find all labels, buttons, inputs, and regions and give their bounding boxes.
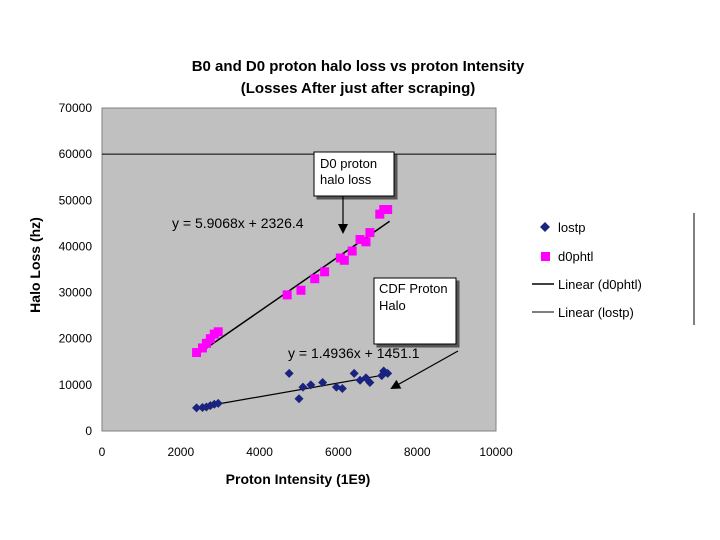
x-tick-label: 6000 xyxy=(325,445,352,459)
legend-d0phtl-label: d0phtl xyxy=(558,249,594,264)
x-axis-ticks: 0 2000 4000 6000 8000 10000 xyxy=(99,445,513,459)
d0phtl-point xyxy=(320,267,330,277)
y-tick-label: 70000 xyxy=(59,101,93,115)
d0phtl-point xyxy=(197,343,207,353)
lostp-point xyxy=(331,382,341,392)
chart-subtitle: (Losses After just after scraping) xyxy=(241,80,476,97)
x-tick-label: 4000 xyxy=(246,445,273,459)
lostp-point xyxy=(349,368,359,378)
plot-area xyxy=(101,107,497,432)
d0phtl-point xyxy=(365,228,375,238)
x-tick-label: 2000 xyxy=(167,445,194,459)
y-tick-label: 40000 xyxy=(59,239,93,253)
d0phtl-point xyxy=(361,237,371,247)
lostp-equation: y = 1.4936x + 1451.1 xyxy=(288,345,420,361)
legend-lostp-marker xyxy=(540,222,550,232)
data-points xyxy=(192,205,393,413)
legend: lostp d0phtl Linear (d0phtl) Linear (los… xyxy=(532,213,695,325)
y-tick-label: 50000 xyxy=(59,193,93,207)
x-tick-label: 8000 xyxy=(404,445,431,459)
cdf-callout: CDF Proton Halo xyxy=(373,277,459,389)
lostp-point xyxy=(318,378,328,388)
d0-callout-box xyxy=(313,151,395,197)
legend-linear-d0phtl-label: Linear (d0phtl) xyxy=(558,277,642,292)
lostp-point xyxy=(192,403,202,413)
d0-callout-line-2: halo loss xyxy=(320,172,372,187)
d0phtl-point xyxy=(310,274,320,284)
d0phtl-point xyxy=(383,205,393,215)
lostp-point xyxy=(294,394,304,404)
y-tick-label: 30000 xyxy=(59,286,93,300)
x-tick-label: 10000 xyxy=(479,445,513,459)
d0phtl-point xyxy=(192,348,202,358)
d0phtl-point xyxy=(375,209,385,219)
d0phtl-point xyxy=(347,246,357,256)
lostp-point xyxy=(306,380,316,390)
legend-linear-lostp-label: Linear (lostp) xyxy=(558,305,634,320)
d0-callout: D0 proton halo loss xyxy=(313,151,395,234)
legend-d0phtl-marker xyxy=(541,252,550,261)
d0phtl-point xyxy=(355,235,365,245)
y-tick-label: 0 xyxy=(85,424,92,438)
x-axis-label: Proton Intensity (1E9) xyxy=(226,471,371,487)
lostp-point xyxy=(284,368,294,378)
lostp-point xyxy=(337,384,347,394)
y-tick-label: 10000 xyxy=(59,378,93,392)
lostp-point xyxy=(213,398,223,408)
d0phtl-point xyxy=(339,255,349,265)
d0phtl-point xyxy=(213,327,223,337)
d0phtl-equation: y = 5.9068x + 2326.4 xyxy=(172,215,304,231)
cdf-callout-line-1: CDF Proton xyxy=(379,281,448,296)
lostp-point xyxy=(383,368,393,378)
d0-callout-line-1: D0 proton xyxy=(320,156,377,171)
y-tick-label: 60000 xyxy=(59,147,93,161)
legend-lostp-label: lostp xyxy=(558,220,585,235)
lostp-point xyxy=(365,378,375,388)
chart-title: B0 and D0 proton halo loss vs proton Int… xyxy=(192,58,525,75)
d0phtl-point xyxy=(205,334,215,344)
d0phtl-point xyxy=(201,338,211,348)
cdf-callout-box xyxy=(373,277,457,345)
y-axis-ticks: 0 10000 20000 30000 40000 50000 60000 70000 xyxy=(59,101,93,438)
d0phtl-point xyxy=(296,285,306,295)
cdf-callout-arrow xyxy=(390,350,459,389)
x-tick-label: 0 xyxy=(99,445,106,459)
y-tick-label: 20000 xyxy=(59,332,93,346)
y-axis-label: Halo Loss (hz) xyxy=(27,217,43,313)
d0phtl-point xyxy=(282,290,292,300)
cdf-callout-line-2: Halo xyxy=(379,298,406,313)
lostp-point xyxy=(298,382,308,392)
